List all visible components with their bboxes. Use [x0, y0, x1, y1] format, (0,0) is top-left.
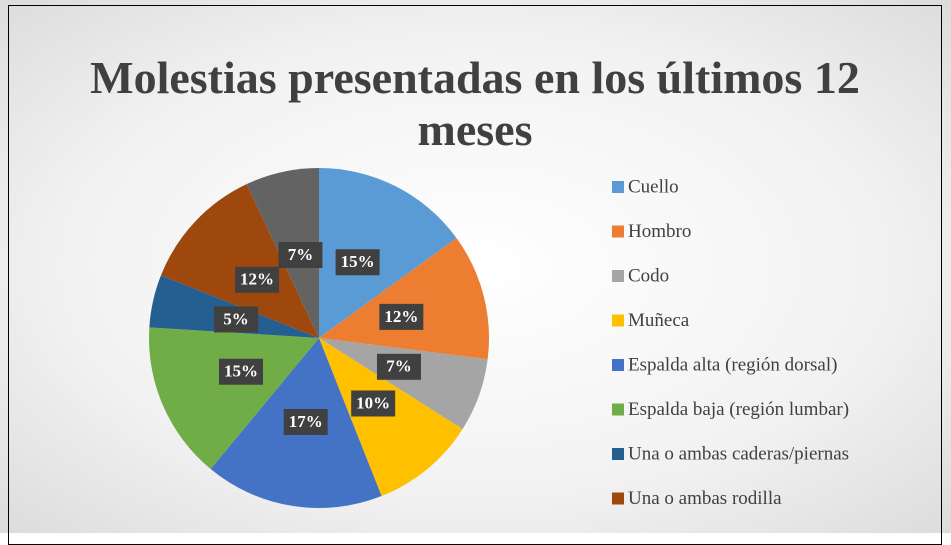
legend-label: Muñeca [628, 310, 690, 331]
data-label: 10% [356, 393, 390, 412]
pie-slice [319, 338, 488, 430]
legend-label: Hombro [628, 221, 691, 242]
data-label: 7% [386, 357, 412, 376]
legend-label: Espalda baja (región lumbar) [628, 399, 849, 420]
data-label: 12% [384, 307, 418, 326]
data-label-box [278, 242, 323, 269]
data-label-box [235, 266, 280, 293]
legend-swatch [612, 225, 624, 238]
data-label-box [335, 249, 380, 276]
data-label: 5% [223, 309, 249, 328]
legend-label: Cuello [628, 176, 679, 197]
pie-slice [319, 168, 457, 338]
data-label-box [214, 306, 259, 333]
data-label: 7% [288, 245, 314, 264]
data-label-box [283, 408, 328, 435]
data-label: 17% [289, 412, 323, 431]
chart-title: Molestias presentadas en los últimos 12 … [90, 52, 860, 155]
data-label-box [376, 353, 421, 380]
legend-swatch [612, 492, 624, 505]
data-label: 12% [240, 270, 274, 289]
legend-label: Espalda alta (región dorsal) [628, 354, 837, 375]
legend-label: Codo [628, 265, 669, 286]
pie-slice [319, 338, 463, 497]
legend-swatch [612, 270, 624, 282]
legend-swatch [612, 448, 624, 460]
data-label: 15% [341, 252, 375, 271]
legend-swatch [612, 181, 624, 193]
legend-label: Una o ambas rodilla [628, 488, 782, 509]
chart: 15% 12% 7% 10% 17% 15% 5% 12% 7% Cuello Hombro Codo… [149, 168, 849, 509]
data-label-box [351, 390, 396, 417]
pie-slice [149, 327, 319, 469]
legend-label: Una o ambas caderas/piernas [628, 443, 849, 464]
pie-slice [319, 238, 489, 360]
legend-swatch [612, 403, 624, 416]
pie-slice [160, 184, 319, 338]
data-label-box [218, 358, 263, 385]
data-label: 15% [224, 362, 258, 381]
data-label-box [379, 303, 424, 330]
legend-swatch [612, 359, 624, 371]
legend-swatch [612, 314, 624, 327]
